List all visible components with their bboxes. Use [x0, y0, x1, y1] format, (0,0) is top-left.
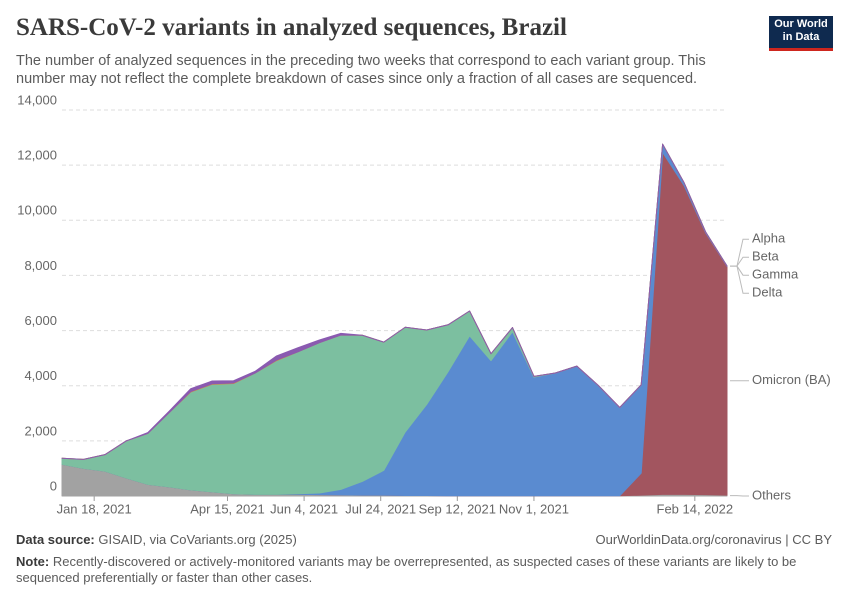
y-tick-label: 4,000 — [24, 368, 57, 383]
label-connector — [730, 256, 749, 267]
x-tick-label: Apr 15, 2021 — [190, 501, 264, 516]
x-tick-label: Sep 12, 2021 — [419, 501, 496, 516]
series-label: Omicron (BA) — [752, 372, 831, 387]
y-tick-label: 10,000 — [17, 203, 57, 218]
y-tick-label: 6,000 — [24, 313, 57, 328]
source-text: GISAID, via CoVariants.org (2025) — [98, 532, 297, 547]
note: Note: Recently-discovered or actively-mo… — [16, 554, 816, 586]
area — [61, 143, 728, 460]
source: Data source: GISAID, via CoVariants.org … — [16, 532, 297, 547]
y-tick-label: 12,000 — [17, 148, 57, 163]
series-label: Delta — [752, 285, 783, 300]
x-tick-label: Feb 14, 2022 — [657, 501, 734, 516]
y-tick-label: 0 — [50, 478, 57, 493]
x-tick-label: Jul 24, 2021 — [345, 501, 416, 516]
x-tick-label: Jan 18, 2021 — [57, 501, 132, 516]
series-label: Others — [752, 487, 792, 502]
chart-subtitle: The number of analyzed sequences in the … — [16, 53, 706, 87]
label-connector — [730, 265, 749, 276]
logo[interactable]: Our World in Data — [769, 16, 833, 51]
note-text: Recently-discovered or actively-monitore… — [16, 554, 797, 585]
y-tick-label: 8,000 — [24, 258, 57, 273]
url[interactable]: OurWorldinData.org/coronavirus | CC BY — [595, 532, 832, 547]
source-label: Data source: — [16, 532, 95, 547]
series-label: Beta — [752, 249, 780, 264]
series-label: Gamma — [752, 267, 799, 282]
note-label: Note: — [16, 554, 50, 569]
chart-title: SARS-CoV-2 variants in analyzed sequence… — [16, 14, 567, 41]
label-connector — [730, 238, 749, 267]
y-tick-label: 2,000 — [24, 423, 57, 438]
x-tick-label: Jun 4, 2021 — [270, 501, 338, 516]
series-label: Alpha — [752, 231, 786, 246]
y-tick-label: 14,000 — [17, 92, 57, 107]
x-tick-label: Nov 1, 2021 — [499, 501, 569, 516]
